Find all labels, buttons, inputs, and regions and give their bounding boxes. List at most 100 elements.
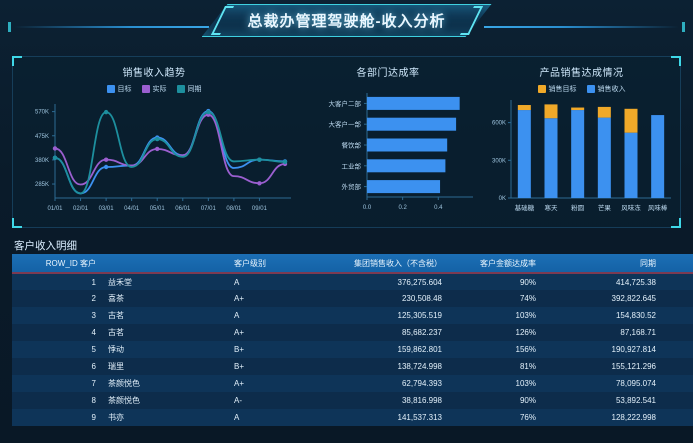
column-header-achievement[interactable]: 客户金额达成率: [474, 254, 574, 274]
svg-text:06/01: 06/01: [175, 206, 191, 212]
svg-text:0.0: 0.0: [363, 205, 372, 211]
legend-item[interactable]: 目标: [106, 84, 132, 94]
table-row[interactable]: 5 悸动 B+ 159,862.801 156% 190,927.814 ↑41%: [12, 341, 693, 358]
customer-revenue-table[interactable]: ROW_ID 客户 客户级别 集团销售收入（不含税） 客户金额达成率 同期 集团…: [12, 254, 693, 426]
svg-text:300K: 300K: [492, 158, 506, 164]
svg-text:大客户一部: 大客户一部: [329, 120, 362, 129]
svg-text:风味冻: 风味冻: [621, 203, 641, 212]
same-period-value: 87,168.71: [620, 328, 656, 337]
table-row[interactable]: 4 古茗 A+ 85,682.237 126% 87,168.71 ↑103%: [12, 324, 693, 341]
title-plate-shape: [202, 4, 492, 37]
column-header-same-period[interactable]: 同期: [574, 254, 684, 274]
legend-item[interactable]: 同期: [176, 84, 202, 94]
header-tick-left: [8, 22, 11, 32]
svg-text:粉圆: 粉圆: [571, 203, 584, 212]
svg-text:570K: 570K: [35, 110, 49, 116]
same-period-value: 392,822.645: [611, 294, 657, 303]
chart-product-legend: 销售目标 销售收入: [481, 84, 682, 94]
chart-department-title: 各部门达成率: [356, 68, 420, 79]
customer-name: 喜茶: [108, 294, 124, 303]
header-rule-right: [484, 26, 679, 28]
chart-sales-trend-title: 销售收入趋势: [122, 68, 186, 79]
svg-text:寒天: 寒天: [545, 203, 559, 212]
table-row[interactable]: 2 喜茶 A+ 230,508.48 74% 392,822.645 ↑53%: [12, 290, 693, 307]
chart-product-sales[interactable]: 产品销售达成情况 销售目标 销售收入 0K 300K 600K 基础糖 寒天 粉圆 芒果 风味…: [481, 57, 682, 229]
legend-item[interactable]: 销售收入: [586, 84, 626, 94]
table-row[interactable]: 1 益禾堂 A 376,275.604 90% 414,725.38 ↑89%: [12, 273, 693, 290]
svg-text:08/01: 08/01: [226, 206, 242, 212]
legend-item[interactable]: 销售目标: [537, 84, 577, 94]
group-revenue: 141,537.313: [397, 413, 443, 422]
table-row[interactable]: 7 茶颜悦色 A+ 62,794.393 103% 78,095.074 ↑44%: [12, 375, 693, 392]
legend-swatch-icon: [537, 85, 546, 93]
charts-panel: 销售收入趋势 目标 实际 同期 285K 380K 475K 570K 01/01 02/…: [12, 56, 681, 228]
group-revenue: 85,682.237: [401, 328, 442, 337]
growth-rate: ↑141%: [684, 409, 693, 426]
same-period-value: 155,121.296: [611, 362, 657, 371]
same-period-value: 128,222.998: [611, 413, 657, 422]
customer-name: 书亦: [108, 413, 124, 422]
svg-text:外贸部: 外贸部: [342, 182, 362, 191]
achievement-rate: 81%: [519, 362, 536, 371]
table-row[interactable]: 8 茶颜悦色 A- 38,816.998 90% 53,892.541 ↑32%: [12, 392, 693, 409]
customer-level: A: [234, 311, 240, 320]
growth-rate: ↑49%: [684, 358, 693, 375]
column-header-revenue[interactable]: 集团销售收入（不含税）: [352, 254, 474, 274]
customer-level: B+: [234, 362, 245, 371]
row-id: 9: [91, 413, 96, 422]
group-revenue: 62,794.393: [401, 379, 442, 388]
table-header-row: ROW_ID 客户 客户级别 集团销售收入（不含税） 客户金额达成率 同期 集团…: [12, 254, 693, 274]
growth-rate: ↑41%: [684, 341, 693, 358]
svg-text:0K: 0K: [499, 196, 506, 202]
achievement-rate: 126%: [515, 328, 536, 337]
legend-label: 销售收入: [597, 86, 626, 93]
row-id: 8: [91, 396, 96, 405]
column-header-level[interactable]: 客户级别: [232, 254, 352, 274]
column-header-growth[interactable]: 集团销售增长率: [684, 254, 693, 274]
growth-rate: ↑103%: [684, 324, 693, 341]
growth-rate: ↑44%: [684, 375, 693, 392]
table-row[interactable]: 6 瑞里 B+ 138,724.998 81% 155,121.296 ↑49%: [12, 358, 693, 375]
row-id: 6: [91, 362, 96, 371]
legend-swatch-icon: [106, 85, 115, 93]
svg-text:餐饮部: 餐饮部: [342, 141, 362, 150]
table-row[interactable]: 3 古茗 A 125,305.519 103% 154,830.52 ↑68%: [12, 307, 693, 324]
chart-sales-trend[interactable]: 销售收入趋势 目标 实际 同期 285K 380K 475K 570K 01/01 02/…: [13, 57, 295, 229]
growth-rate: ↑68%: [684, 307, 693, 324]
achievement-rate: 90%: [519, 396, 536, 405]
group-revenue: 159,862.801: [397, 345, 443, 354]
chart-sales-trend-plot: 285K 380K 475K 570K 01/01 02/01 03/01 04/01 05/0…: [35, 104, 291, 212]
title-banner: 总裁办管理驾驶舱-收入分析: [202, 4, 492, 37]
svg-text:285K: 285K: [35, 182, 49, 188]
table-row[interactable]: 9 书亦 A 141,537.313 76% 128,222.998 ↑141%: [12, 409, 693, 426]
svg-text:大客户二部: 大客户二部: [329, 99, 362, 108]
header-tick-right: [682, 22, 685, 32]
legend-label: 同期: [187, 86, 202, 93]
legend-item[interactable]: 实际: [141, 84, 167, 94]
legend-label: 实际: [152, 86, 167, 93]
customer-name: 茶颜悦色: [108, 396, 140, 405]
panel-corner-tl-icon: [12, 56, 22, 66]
same-period-value: 414,725.38: [615, 277, 656, 287]
customer-name: 益禾堂: [108, 277, 132, 287]
svg-text:01/01: 01/01: [47, 206, 63, 212]
chart-sales-trend-legend: 目标 实际 同期: [13, 84, 295, 94]
svg-text:09/01: 09/01: [252, 206, 268, 212]
column-header-row-id[interactable]: ROW_ID 客户: [12, 254, 104, 274]
same-period-value: 53,892.541: [615, 396, 656, 405]
svg-text:基础糖: 基础糖: [515, 203, 535, 212]
svg-text:600K: 600K: [492, 121, 506, 127]
same-period-value: 190,927.814: [611, 345, 657, 354]
achievement-rate: 103%: [515, 379, 536, 388]
legend-swatch-icon: [141, 85, 150, 93]
chart-product-plot: 0K 300K 600K 基础糖 寒天 粉圆 芒果 风味冻 风味棒: [492, 100, 671, 212]
achievement-rate: 156%: [515, 345, 536, 354]
svg-text:02/01: 02/01: [73, 206, 89, 212]
svg-text:工业部: 工业部: [342, 161, 362, 170]
customer-name: 悸动: [108, 345, 124, 354]
chart-department-achievement[interactable]: 各部门达成率 大客户二部 大客户一部 餐饮部 工业部 外贸部 0.0 0.2 0.4: [295, 57, 481, 229]
customer-level: A: [234, 277, 240, 287]
customer-level: A+: [234, 379, 245, 388]
